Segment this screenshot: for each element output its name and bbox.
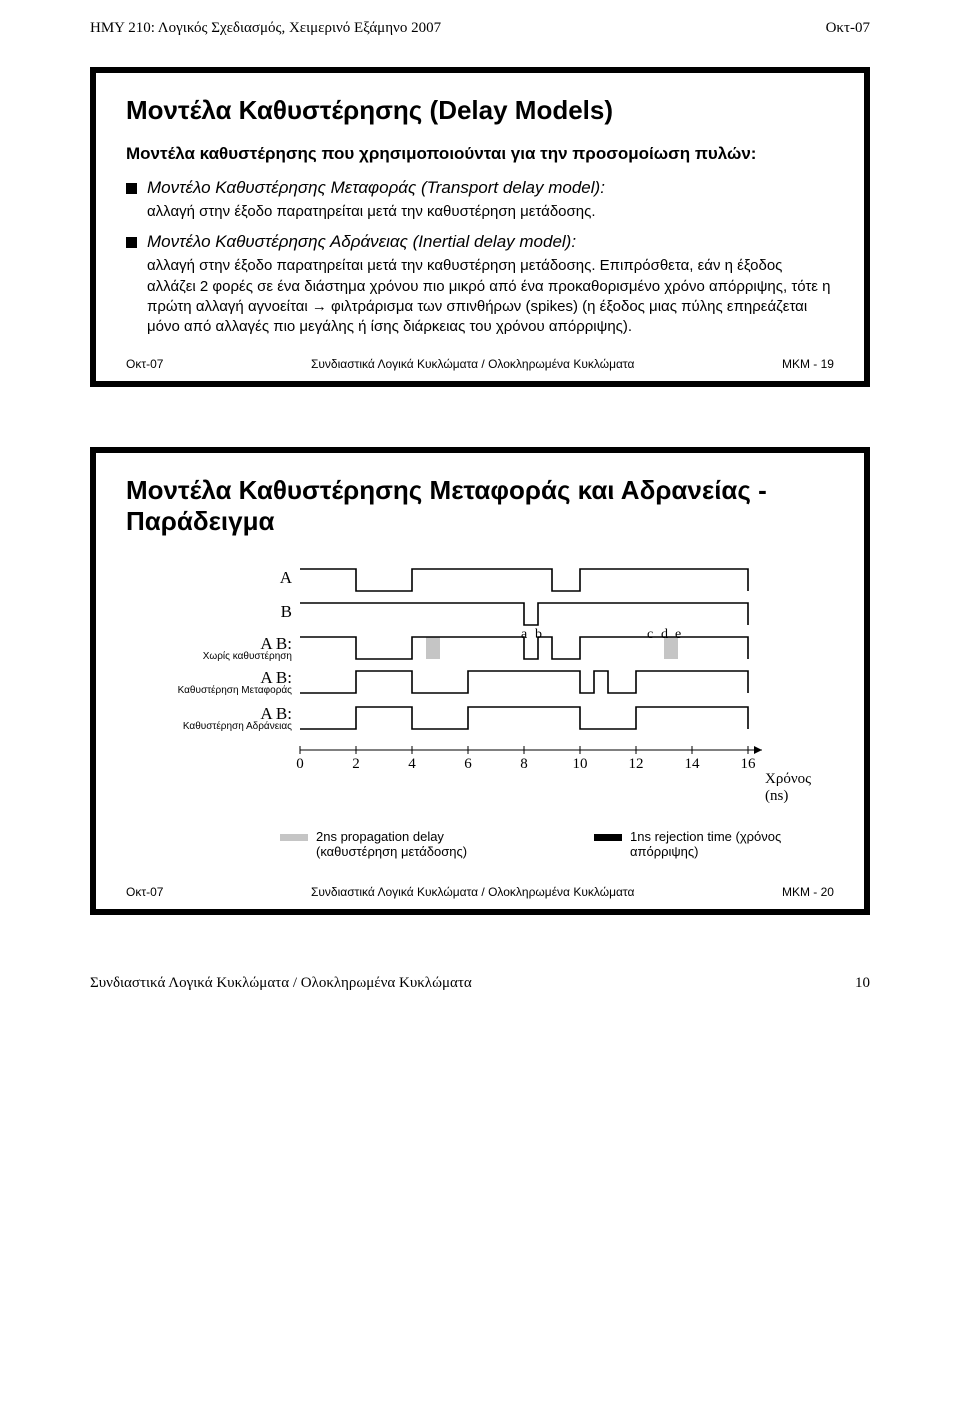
- legend-rejection: 1ns rejection time (χρόνος απόρριψης): [594, 829, 800, 859]
- slide1-title: Μοντέλα Καθυστέρησης (Delay Models): [126, 95, 834, 126]
- page: ΗΜΥ 210: Λογικός Σχεδιασμός, Χειμερινό Ε…: [0, 0, 960, 1032]
- timing-diagram: A B A B: Χωρίς καθυστέρηση A B: Καθυστέρ…: [160, 555, 800, 865]
- slide-timing-example: Μοντέλα Καθυστέρησης Μεταφοράς και Αδραν…: [90, 447, 870, 915]
- marker-b: b: [535, 627, 542, 643]
- slide1-footer-mid: Συνδιαστικά Λογικά Κυκλώματα / Ολοκληρωμ…: [311, 357, 634, 371]
- slide2-footer: Οκτ-07 Συνδιαστικά Λογικά Κυκλώματα / Ολ…: [126, 885, 834, 899]
- tick-14: 14: [685, 756, 700, 773]
- slide1-footer-right: MKM - 19: [782, 357, 834, 371]
- slide2-footer-left: Οκτ-07: [126, 885, 163, 899]
- marker-c: c: [647, 627, 653, 643]
- legend-swatch-black: [594, 834, 622, 841]
- bullet2-title: Μοντέλο Καθυστέρησης Αδράνειας (Inertial…: [147, 232, 576, 252]
- tick-6: 6: [464, 756, 472, 773]
- axis-ticks: 0246810121416: [300, 756, 800, 776]
- tick-12: 12: [629, 756, 644, 773]
- tick-4: 4: [408, 756, 416, 773]
- page-header: ΗΜΥ 210: Λογικός Σχεδιασμός, Χειμερινό Ε…: [90, 20, 870, 37]
- slide1-footer-left: Οκτ-07: [126, 357, 163, 371]
- axis-label: Χρόνος (ns): [765, 771, 811, 805]
- slide-delay-models: Μοντέλα Καθυστέρησης (Delay Models) Μοντ…: [90, 67, 870, 387]
- slide1-footer: Οκτ-07 Συνδιαστικά Λογικά Κυκλώματα / Ολ…: [126, 357, 834, 371]
- bullet1-desc: αλλαγή στην έξοδο παρατηρείται μετά την …: [147, 202, 834, 222]
- legend2-text: 1ns rejection time (χρόνος απόρριψης): [630, 829, 800, 859]
- page-footer-left: Συνδιαστικά Λογικά Κυκλώματα / Ολοκληρωμ…: [90, 975, 472, 992]
- header-right: Οκτ-07: [826, 20, 870, 37]
- legend-row: 2ns propagation delay (καθυστέρηση μετάδ…: [280, 829, 800, 859]
- legend-swatch-gray: [280, 834, 308, 841]
- slide1-subtitle: Μοντέλα καθυστέρησης που χρησιμοποιούντα…: [126, 144, 834, 164]
- marker-a: a: [521, 627, 527, 643]
- tick-0: 0: [296, 756, 304, 773]
- tick-2: 2: [352, 756, 360, 773]
- square-bullet-icon: [126, 237, 137, 248]
- header-left: ΗΜΥ 210: Λογικός Σχεδιασμός, Χειμερινό Ε…: [90, 20, 441, 37]
- legend1-text: 2ns propagation delay (καθυστέρηση μετάδ…: [316, 829, 496, 859]
- slide2-footer-mid: Συνδιαστικά Λογικά Κυκλώματα / Ολοκληρωμ…: [311, 885, 634, 899]
- page-footer: Συνδιαστικά Λογικά Κυκλώματα / Ολοκληρωμ…: [90, 975, 870, 992]
- waveform-svg: [160, 555, 800, 775]
- slide2-title: Μοντέλα Καθυστέρησης Μεταφοράς και Αδραν…: [126, 475, 834, 537]
- bullet2-desc: αλλαγή στην έξοδο παρατηρείται μετά την …: [147, 256, 834, 337]
- marker-e: e: [675, 627, 681, 643]
- tick-8: 8: [520, 756, 528, 773]
- tick-10: 10: [573, 756, 588, 773]
- bullet-inertial: Μοντέλο Καθυστέρησης Αδράνειας (Inertial…: [126, 232, 834, 252]
- bullet-transport: Μοντέλο Καθυστέρησης Μεταφοράς (Transpor…: [126, 178, 834, 198]
- bullet1-title: Μοντέλο Καθυστέρησης Μεταφοράς (Transpor…: [147, 178, 605, 198]
- page-footer-right: 10: [855, 975, 870, 992]
- slide2-footer-right: MKM - 20: [782, 885, 834, 899]
- tick-16: 16: [741, 756, 756, 773]
- legend-propagation: 2ns propagation delay (καθυστέρηση μετάδ…: [280, 829, 496, 859]
- square-bullet-icon: [126, 183, 137, 194]
- marker-d: d: [661, 627, 668, 643]
